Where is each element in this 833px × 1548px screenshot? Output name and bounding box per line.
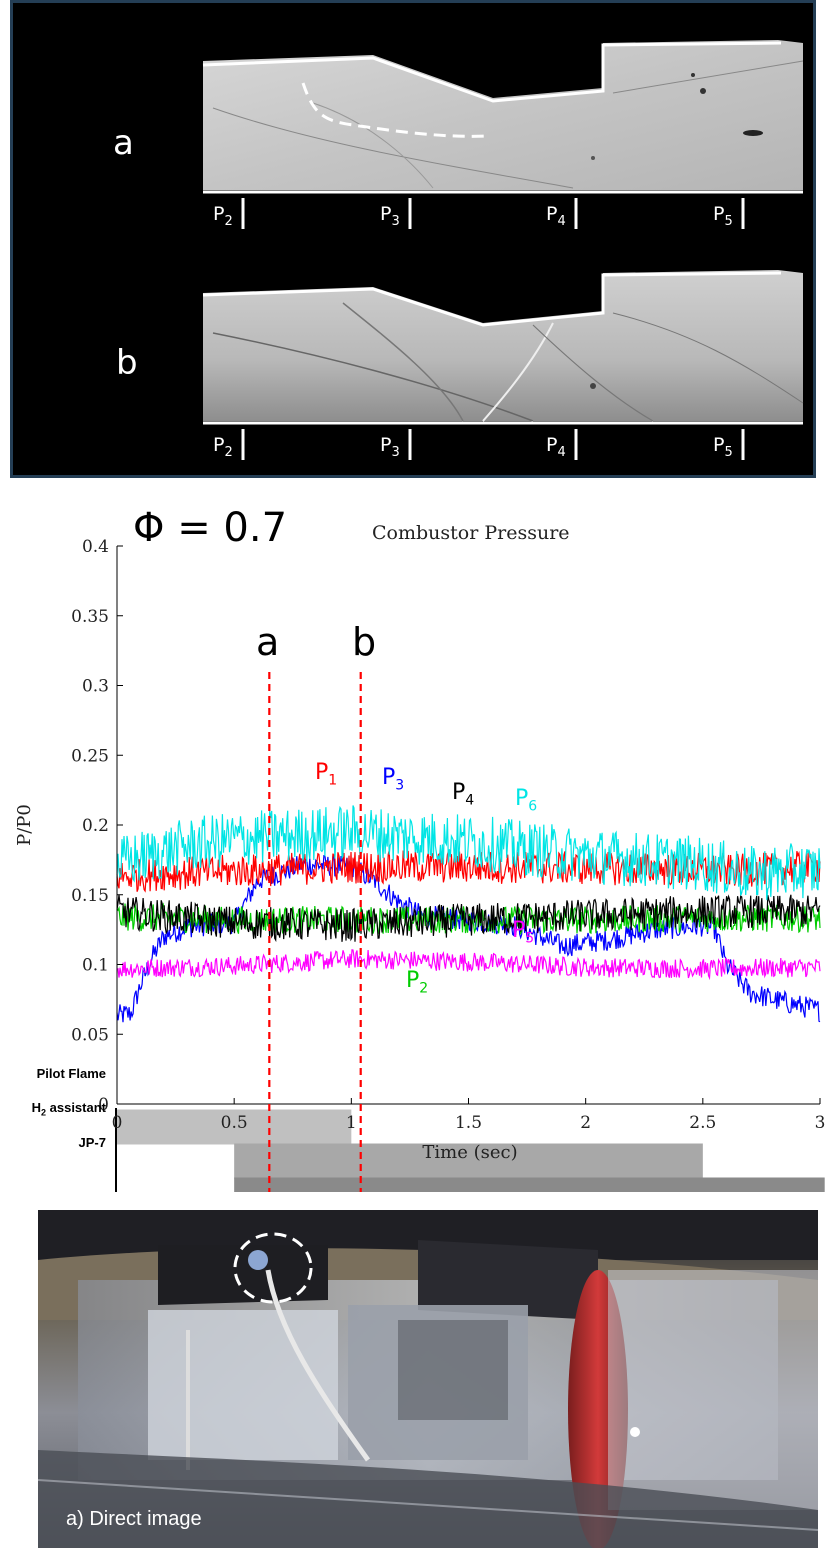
phi-annotation: Φ = 0.7	[133, 505, 288, 551]
series-line-p3	[116, 853, 821, 1023]
y-tick-label: 0.25	[71, 746, 109, 766]
track-label-pilot-flame: Pilot Flame	[36, 1066, 106, 1081]
photo-caption: a) Direct image	[66, 1508, 202, 1530]
direct-image-photo	[38, 1210, 818, 1548]
y-tick-label: 0.4	[82, 537, 109, 557]
timeline-bar	[117, 1109, 352, 1145]
series-line-p5	[116, 949, 821, 981]
x-tick-label: 1	[346, 1113, 357, 1133]
series-line-p4	[116, 894, 821, 943]
sensor-ticks	[241, 198, 745, 460]
frame-b-sensor-label: P4	[546, 434, 566, 460]
y-tick-label: 0.35	[71, 607, 109, 627]
y-tick-label: 0.2	[82, 816, 109, 836]
timeline-bar	[234, 1177, 825, 1192]
pressure-chart: 0 0.05 0.1 0.15 0.2 0.25 0.3 0.35 0.4 0 0.5 1 1.5 2 2.…	[14, 537, 825, 1192]
y-tick-label: 0.15	[71, 886, 109, 906]
event-markers	[268, 672, 362, 1192]
event-label-a: a	[256, 620, 280, 664]
x-tick-label: 0	[112, 1113, 123, 1133]
y-tick-label: 0	[98, 1095, 109, 1115]
frame-b-sensor-label: P5	[713, 434, 733, 460]
frame-a-sensor-label: P2	[213, 203, 233, 229]
series-label-p3: P3	[382, 765, 405, 794]
y-tick-label: 0.3	[82, 677, 109, 697]
series-label-p4: P4	[452, 780, 475, 809]
frame-a-sensor-label: P4	[546, 203, 566, 229]
schlieren-panel: a b P2 P3 P4 P5 P2 P3 P4 P5	[10, 0, 816, 478]
chart-axes: 0 0.05 0.1 0.15 0.2 0.25 0.3 0.35 0.4 0 0.5 1 1.5 2 2.…	[14, 537, 825, 1163]
x-tick-label: 1.5	[455, 1113, 482, 1133]
schlieren-frame-a	[202, 40, 804, 194]
frame-b-sensor-label: P2	[213, 434, 233, 460]
x-tick-label: 3	[815, 1113, 826, 1133]
frame-b-letter: b	[116, 343, 138, 383]
series-label-p5: P5	[512, 918, 535, 947]
x-axis-label: Time (sec)	[422, 1142, 517, 1163]
track-label-h2-assistant: H2 assistant	[31, 1100, 106, 1118]
y-tick-label: 0.05	[71, 1025, 109, 1045]
series-lines	[116, 805, 821, 1023]
x-tick-label: 0.5	[221, 1113, 248, 1133]
y-tick-label: 0.1	[82, 956, 109, 976]
schlieren-images	[202, 40, 804, 460]
frame-a-sensor-label: P3	[380, 203, 400, 229]
frame-a-letter: a	[113, 123, 134, 163]
direct-image-illustration	[38, 1210, 818, 1548]
schlieren-frame-b	[202, 270, 804, 425]
y-axis-label: P/P0	[14, 804, 35, 846]
series-label-p1: P1	[315, 760, 338, 789]
series-line-p6	[116, 805, 821, 901]
series-label-p6: P6	[515, 786, 538, 815]
x-tick-label: 2	[580, 1113, 591, 1133]
frame-b-sensor-label: P3	[380, 434, 400, 460]
timeline-bars	[115, 1108, 825, 1192]
chart-title: Combustor Pressure	[372, 522, 570, 544]
timeline-bar	[234, 1143, 703, 1179]
event-label-b: b	[352, 620, 377, 664]
x-tick-label: 2.5	[689, 1113, 716, 1133]
track-label-jp7: JP-7	[78, 1135, 106, 1150]
frame-a-sensor-label: P5	[713, 203, 733, 229]
series-label-p2: P2	[406, 968, 429, 997]
